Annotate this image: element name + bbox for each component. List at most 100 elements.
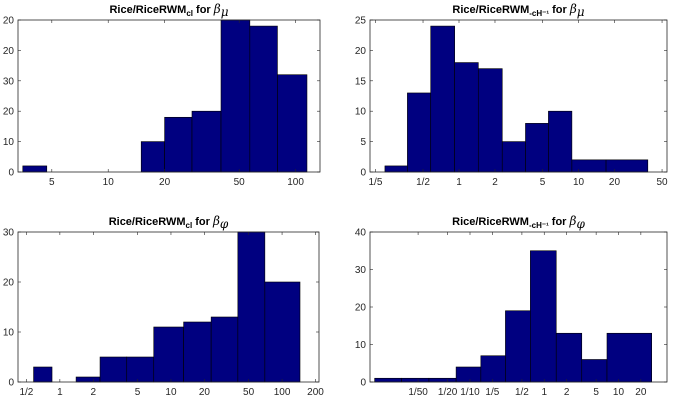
histogram-bar — [384, 165, 408, 173]
histogram-bar — [237, 231, 266, 383]
histogram-bar — [374, 377, 402, 383]
histogram-bar — [220, 19, 251, 173]
histogram-bar — [548, 110, 573, 173]
histogram-bar — [525, 123, 549, 173]
x-tick-label: 100 — [274, 387, 291, 398]
histogram-bar — [401, 377, 430, 383]
x-tick-label: 5 — [593, 387, 599, 398]
histogram-bar — [430, 25, 455, 173]
x-tick-label: 50 — [243, 387, 255, 398]
axes-box — [369, 19, 668, 173]
histogram-bar — [277, 74, 308, 173]
y-tick-label: 0 — [8, 168, 14, 179]
x-tick-label: 2 — [91, 387, 97, 398]
histogram-bar — [455, 366, 482, 383]
x-tick-label: 50 — [656, 177, 668, 188]
y-tick-label: 5 — [360, 137, 366, 148]
x-tick-label: 10 — [573, 177, 585, 188]
axes-box — [17, 19, 321, 173]
y-tick-label: 0 — [8, 378, 14, 389]
x-tick-label: 5 — [49, 177, 55, 188]
histogram-bar — [22, 165, 48, 173]
chart-title: Rice/RiceRWM-cH⁻¹ for βμ — [452, 2, 584, 19]
x-tick-label: 1/50 — [408, 387, 428, 398]
chart-title: Rice/RiceRWMcl for βφ — [109, 214, 229, 231]
y-tick-label: 10 — [3, 328, 15, 339]
x-tick-label: 1 — [57, 387, 63, 398]
histogram-bar — [505, 310, 531, 383]
x-tick-label: 200 — [307, 387, 324, 398]
histogram-top-left: 5 10 20 50 100 0 10 20 30 20 20 Rice/RiceRWMcl for … — [3, 2, 321, 188]
histogram-bar — [407, 92, 432, 173]
histogram-bar — [555, 332, 583, 383]
x-tick-label: 20 — [199, 387, 211, 398]
x-tick-label: 20 — [635, 387, 647, 398]
x-tick-label: 2 — [492, 177, 498, 188]
histogram-bar — [75, 376, 101, 383]
y-tick-label: 30 — [3, 76, 15, 87]
y-tick-label: 20 — [355, 303, 367, 314]
y-tick-label: 40 — [355, 228, 367, 239]
x-tick-label: 1/5 — [485, 387, 499, 398]
histogram-bar — [264, 281, 301, 383]
y-tick-label: 20 — [3, 107, 15, 118]
histogram-bar — [249, 25, 278, 173]
x-tick-label: 10 — [103, 177, 115, 188]
histogram-bar — [191, 110, 222, 173]
histogram-bar — [454, 62, 479, 173]
x-tick-label: 10 — [613, 387, 625, 398]
y-tick-label: 0 — [360, 168, 366, 179]
y-tick-label: 30 — [355, 265, 367, 276]
x-tick-label: 1/2 — [19, 387, 33, 398]
chart-title: Rice/RiceRWMcl for βμ — [109, 2, 228, 19]
histogram-bar — [428, 377, 457, 383]
histogram-bar — [581, 359, 608, 383]
histogram-bar — [140, 141, 165, 173]
x-tick-label: 1/10 — [460, 387, 480, 398]
x-tick-label: 5 — [135, 387, 141, 398]
histogram-bar — [210, 316, 239, 383]
histogram-bottom-left: 1/2 1 2 5 10 20 50 100 200 0 10 20 30 Rice/RiceRWMcl … — [3, 214, 324, 398]
x-tick-label: 1/2 — [416, 177, 430, 188]
x-tick-label: 1/2 — [515, 387, 529, 398]
x-tick-label: 1/20 — [438, 387, 458, 398]
axes-box — [17, 231, 320, 383]
chart-title: Rice/RiceRWM-cH⁻¹ for βφ — [452, 214, 585, 231]
x-tick-label: 20 — [609, 177, 621, 188]
histogram-bar — [126, 356, 155, 383]
x-tick-label: 1/5 — [369, 177, 383, 188]
histogram-bar — [606, 332, 653, 383]
x-tick-label: 100 — [287, 177, 304, 188]
y-tick-label: 10 — [355, 107, 367, 118]
histogram-bar — [501, 141, 526, 173]
x-tick-label: 2 — [564, 387, 570, 398]
histogram-bar — [33, 366, 53, 383]
y-tick-label: 30 — [3, 228, 15, 239]
x-tick-label: 1 — [541, 387, 547, 398]
y-tick-label: 10 — [355, 340, 367, 351]
histogram-bar — [477, 68, 503, 173]
x-tick-label: 50 — [234, 177, 246, 188]
y-tick-label: 25 — [355, 16, 367, 27]
x-tick-label: 5 — [540, 177, 546, 188]
y-tick-label: 20 — [3, 46, 15, 57]
y-tick-label: 15 — [355, 76, 367, 87]
x-tick-label: 1 — [456, 177, 462, 188]
histogram-bar — [99, 356, 128, 383]
histogram-bar — [571, 159, 607, 173]
histogram-bar — [183, 321, 212, 383]
x-tick-label: 20 — [159, 177, 171, 188]
x-tick-label: 10 — [165, 387, 177, 398]
histogram-bar — [530, 250, 557, 383]
y-tick-label: 20 — [3, 16, 15, 27]
histogram-top-right: 1/5 1/2 1 2 5 10 20 500510152025Rice/RiceRWM-cH… — [355, 2, 668, 188]
y-tick-label: 0 — [360, 378, 366, 389]
histogram-bar — [153, 326, 184, 383]
y-tick-label: 20 — [3, 278, 15, 289]
histogram-bar — [164, 116, 193, 173]
histogram-bar — [480, 355, 506, 383]
y-tick-label: 20 — [355, 46, 367, 57]
y-tick-label: 10 — [3, 137, 15, 148]
histogram-bottom-right: 1/50 1/20 1/10 1/5 1/2 1 2 5 10 20 0 10 20 30 40 Rice/R… — [355, 214, 668, 398]
